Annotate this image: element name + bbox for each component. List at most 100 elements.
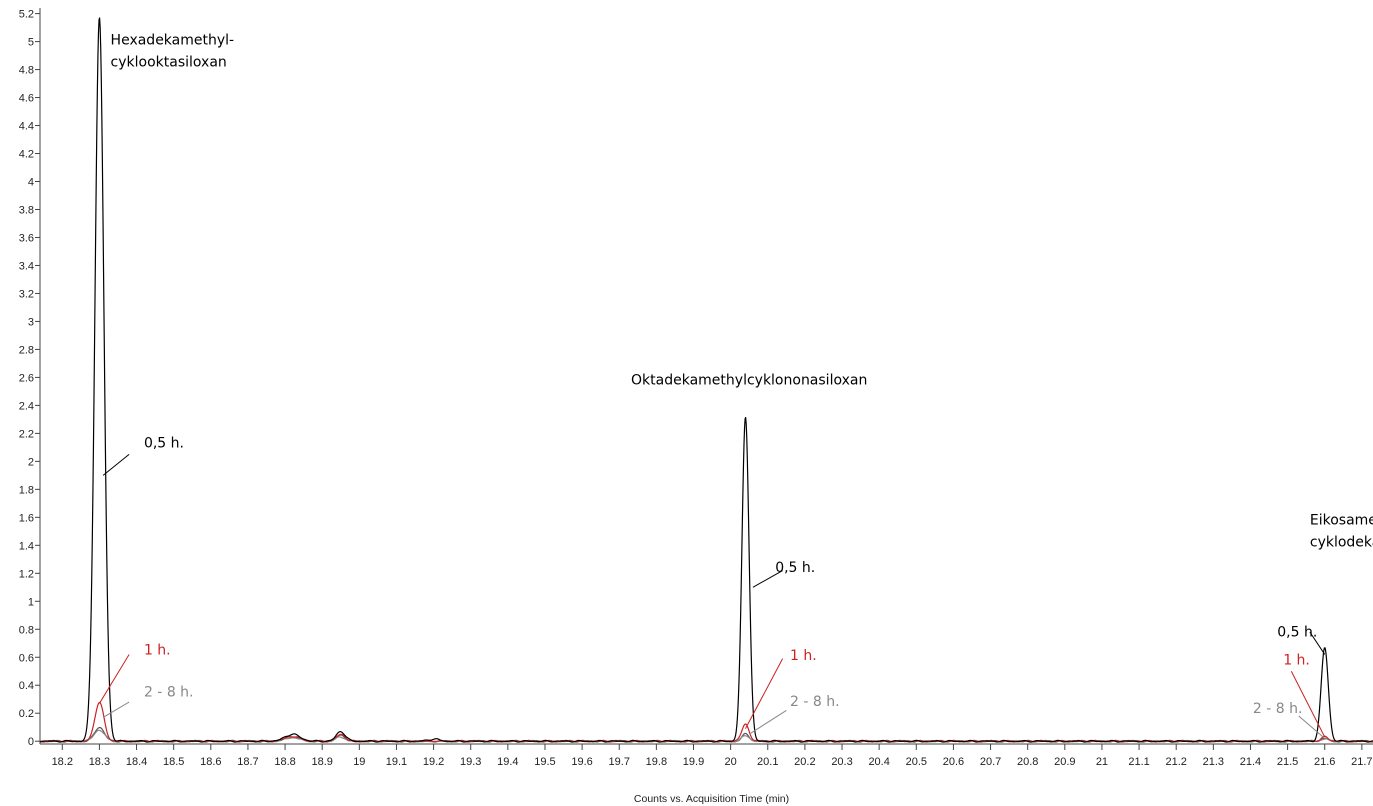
x-tick-label: 18.8 — [274, 756, 295, 768]
y-tick-label: 4.2 — [19, 149, 34, 161]
x-tick-label: 20.7 — [980, 756, 1001, 768]
y-tick-label: 2 — [28, 456, 34, 468]
x-axis-title: Counts vs. Acquisition Time (min) — [634, 793, 789, 805]
y-tick-label: 3.4 — [19, 260, 34, 272]
x-tick-label: 21.3 — [1203, 756, 1224, 768]
x-tick-label: 19.5 — [534, 756, 555, 768]
annotation-hexa-28h: 2 - 8 h. — [144, 684, 194, 700]
leader-line — [748, 710, 787, 735]
x-tick-label: 20.3 — [831, 756, 852, 768]
leader-line — [1290, 671, 1326, 738]
annotation-line: 2 - 8 h. — [1253, 701, 1303, 717]
y-tick-label: 1.2 — [19, 568, 34, 580]
annotation-line: cyklodekasiloxan — [1310, 534, 1373, 550]
y-tick-label: 4.8 — [19, 65, 34, 77]
x-tick-label: 19.3 — [460, 756, 481, 768]
x-tick-label: 20.2 — [794, 756, 815, 768]
annotation-eikosa-label: Eikosamethyl-cyklodekasiloxan — [1310, 512, 1373, 550]
annotation-line: Eikosamethyl- — [1310, 512, 1373, 528]
leader-line — [98, 654, 130, 704]
y-tick-label: 0 — [28, 736, 34, 748]
x-axis-ticks: 18.2 18.3 18.4 18.5 18.6 18.7 18.8 18.9 19 19.1 19… — [52, 744, 1373, 768]
y-tick-label: 4.4 — [19, 121, 34, 133]
x-tick-label: 21.7 — [1351, 756, 1372, 768]
x-tick-label: 19 — [353, 756, 365, 768]
y-tick-label: 2.8 — [19, 344, 34, 356]
annotation-line: 1 h. — [1283, 652, 1310, 668]
annotation-eikosa-28h: 2 - 8 h. — [1253, 701, 1303, 717]
annotation-line: 2 - 8 h. — [144, 684, 194, 700]
y-tick-label: 5 — [28, 37, 34, 49]
x-tick-label: 18.5 — [163, 756, 184, 768]
axes — [39, 8, 1373, 745]
annotation-line: 2 - 8 h. — [790, 694, 840, 710]
x-tick-label: 20.4 — [868, 756, 889, 768]
x-tick-label: 20.1 — [757, 756, 778, 768]
y-tick-label: 1.4 — [19, 540, 34, 552]
annotation-okta-label: Oktadekamethylcyklononasiloxan — [631, 372, 867, 388]
x-tick-label: 21.4 — [1240, 756, 1261, 768]
annotation-line: 0,5 h. — [775, 560, 815, 576]
x-tick-label: 20.5 — [906, 756, 927, 768]
y-tick-label: 2.4 — [19, 400, 34, 412]
x-tick-label: 19.1 — [386, 756, 407, 768]
y-tick-label: 2.2 — [19, 428, 34, 440]
x-tick-label: 21.5 — [1277, 756, 1298, 768]
x-tick-label: 19.9 — [683, 756, 704, 768]
y-tick-label: 1 — [28, 596, 34, 608]
annotation-hexa-label: Hexadekamethyl-cyklooktasiloxan — [111, 32, 235, 70]
annotation-line: 1 h. — [790, 648, 817, 664]
y-tick-label: 0.8 — [19, 624, 34, 636]
leader-line — [1298, 715, 1326, 739]
y-tick-label: 1.8 — [19, 484, 34, 496]
annotation-line: 1 h. — [144, 642, 171, 658]
leader-line — [1309, 631, 1326, 655]
x-tick-label: 19.8 — [646, 756, 667, 768]
annotation-eikosa-1h: 1 h. — [1283, 652, 1310, 668]
x-tick-label: 21 — [1096, 756, 1108, 768]
x-tick-label: 20 — [725, 756, 737, 768]
x-tick-label: 20.9 — [1054, 756, 1075, 768]
x-tick-label: 21.6 — [1314, 756, 1335, 768]
y-tick-label: 0.6 — [19, 652, 34, 664]
series-line-2 — [39, 701, 1373, 743]
y-tick-label: 4 — [28, 177, 34, 189]
x-tick-label: 18.7 — [237, 756, 258, 768]
annotation-okta-28h: 2 - 8 h. — [790, 694, 840, 710]
y-tick-label: 3.6 — [19, 232, 34, 244]
x-tick-label: 20.8 — [1017, 756, 1038, 768]
leader-line — [745, 658, 784, 729]
y-tick-label: 3.2 — [19, 288, 34, 300]
y-tick-label: 4.6 — [19, 93, 34, 105]
x-tick-label: 20.6 — [943, 756, 964, 768]
x-tick-label: 19.2 — [423, 756, 444, 768]
annotation-line: cyklooktasiloxan — [111, 54, 227, 70]
y-tick-label: 1.6 — [19, 512, 34, 524]
x-tick-label: 21.2 — [1165, 756, 1186, 768]
series-line-0 — [39, 726, 1373, 743]
annotation-hexa-1h: 1 h. — [144, 642, 171, 658]
annotation-hexa-05h: 0,5 h. — [144, 435, 184, 451]
x-tick-label: 19.4 — [497, 756, 518, 768]
leader-line — [102, 453, 130, 476]
x-tick-label: 18.3 — [89, 756, 110, 768]
annotation-line: Oktadekamethylcyklononasiloxan — [631, 372, 867, 388]
annotation-line: 0,5 h. — [144, 435, 184, 451]
annotation-eikosa-05h: 0,5 h. — [1277, 624, 1317, 640]
x-tick-label: 18.2 — [52, 756, 73, 768]
x-tick-label: 19.6 — [571, 756, 592, 768]
y-axis-ticks: 0 0.2 0.4 0.6 0.8 1 1.2 1.4 1.6 1.8 2 2.2 2.4 2.6 2.8 3… — [19, 9, 40, 748]
series-line-3 — [39, 17, 1373, 743]
annotation-okta-05h: 0,5 h. — [775, 560, 815, 576]
y-tick-label: 2.6 — [19, 372, 34, 384]
x-tick-label: 21.1 — [1128, 756, 1149, 768]
y-tick-label: 3 — [28, 316, 34, 328]
x-tick-label: 18.6 — [200, 756, 221, 768]
leader-line — [102, 701, 130, 718]
y-tick-label: 0.4 — [19, 680, 34, 692]
annotation-okta-1h: 1 h. — [790, 648, 817, 664]
annotation-line: Hexadekamethyl- — [111, 32, 235, 48]
peak-annotations: Hexadekamethyl-cyklooktasiloxan Oktadekam… — [98, 32, 1373, 739]
